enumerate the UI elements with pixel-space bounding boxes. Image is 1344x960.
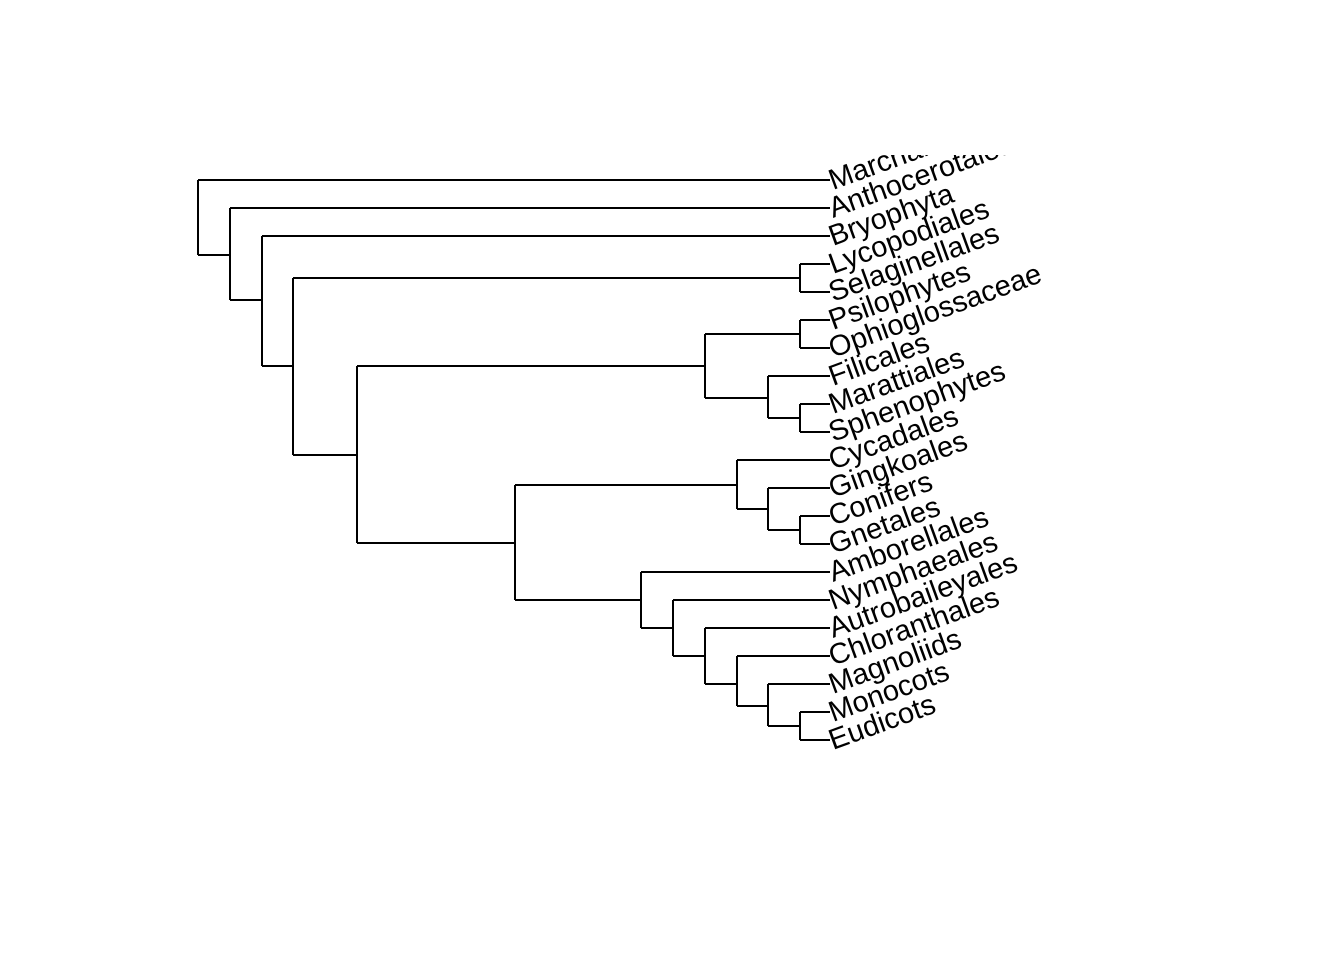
tree-branches	[197, 179, 830, 741]
